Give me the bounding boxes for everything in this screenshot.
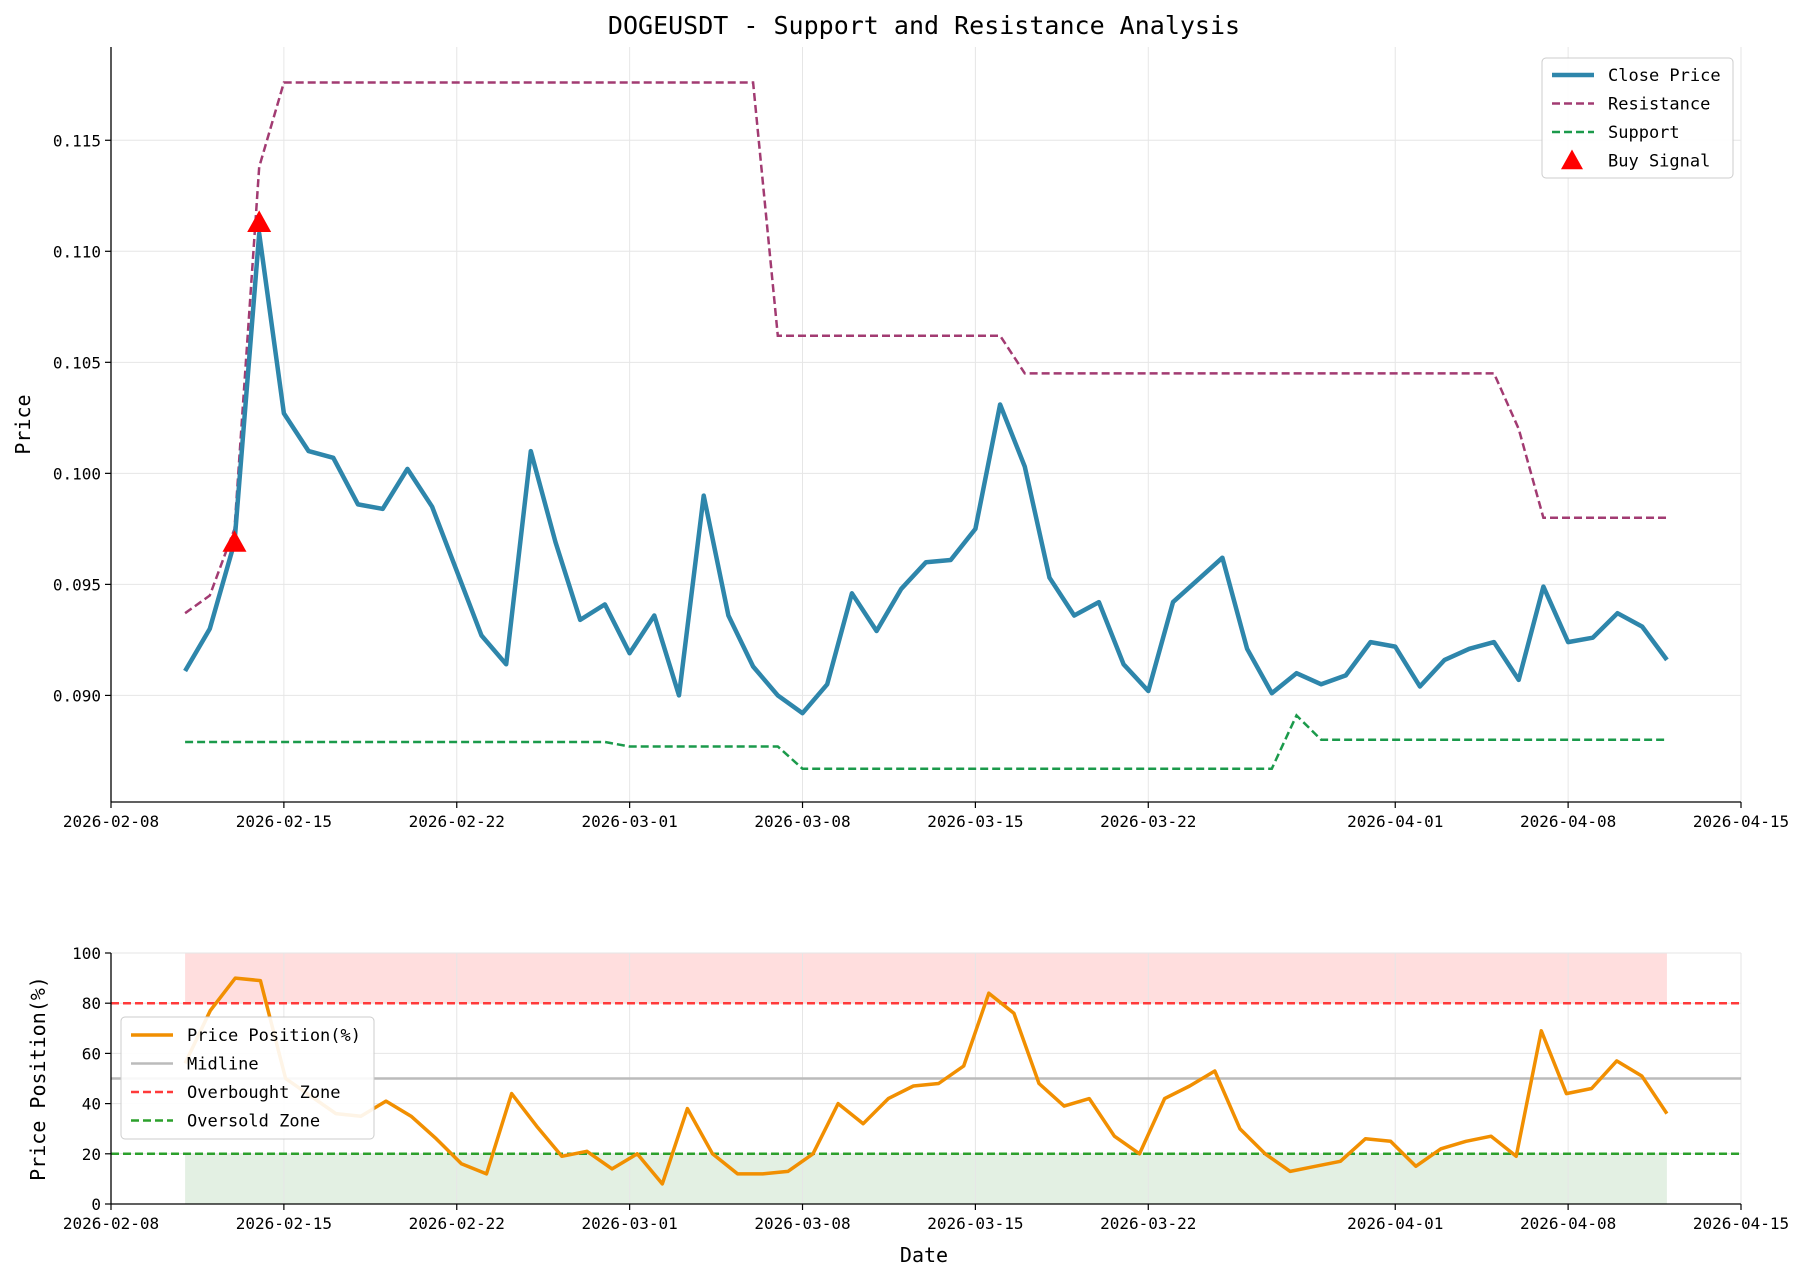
y-axis-label: Price [11, 394, 35, 454]
legend-box [1541, 57, 1734, 179]
y-tick-label: 0.110 [53, 242, 101, 261]
y-tick-label: 0.090 [53, 686, 101, 705]
x-tick-label: 2026-03-01 [581, 812, 677, 831]
y-axis-label: Price Position(%) [26, 976, 50, 1181]
x-tick-label: 2026-03-01 [581, 1214, 677, 1233]
y-tick-label: 0.115 [53, 131, 101, 150]
price-position-chart: 2026-02-08 2026-02-15 2026-02-22 2026-03-01… [26, 944, 1789, 1267]
x-tick-label: 2026-03-15 [927, 1214, 1023, 1233]
x-tick-label: 2026-04-01 [1347, 812, 1443, 831]
buy-signal-marker [222, 530, 247, 552]
x-tick-label: 2026-04-08 [1520, 812, 1616, 831]
x-tick-label: 2026-03-08 [754, 1214, 850, 1233]
oversold-zone-fill [185, 1153, 1667, 1204]
x-tick-label: 2026-03-15 [927, 812, 1023, 831]
legend-resistance-label: Resistance [1608, 95, 1710, 115]
y-tick-label: 0.100 [53, 464, 101, 483]
x-tick-label: 2026-03-22 [1100, 812, 1196, 831]
y-tick-label: 100 [72, 944, 101, 963]
x-tick-label: 2026-04-01 [1347, 1214, 1443, 1233]
overbought-zone-fill [185, 953, 1667, 1004]
y-tick-label: 0.105 [53, 353, 101, 372]
y-tick-label: 80 [82, 994, 101, 1013]
x-tick-label: 2026-03-08 [754, 812, 850, 831]
x-tick-label: 2026-02-15 [236, 1214, 332, 1233]
legend-price-position-label: Price Position(%) [187, 1026, 361, 1046]
x-tick-label: 2026-02-22 [409, 1214, 505, 1233]
y-tick-label: 40 [82, 1095, 101, 1114]
legend-close-price-label: Close Price [1608, 66, 1721, 86]
price-position-line [183, 976, 1669, 1186]
price-chart: 2026-02-08 2026-02-15 2026-02-22 2026-03-01… [11, 11, 1789, 831]
y-tick-label: 0 [91, 1195, 101, 1214]
x-axis-label: Date [900, 1243, 948, 1267]
chart-title: DOGEUSDT - Support and Resistance Analys… [608, 11, 1240, 40]
legend-support-label: Support [1608, 123, 1680, 143]
resistance-line [184, 81, 1667, 615]
close-price-line [183, 231, 1669, 716]
support-line [185, 713, 1667, 770]
x-tick-label: 2026-04-15 [1693, 1214, 1789, 1233]
y-tick-label: 60 [82, 1044, 101, 1063]
legend-box [120, 1016, 375, 1140]
buy-signal-marker [247, 210, 272, 233]
y-tick-label: 0.095 [53, 575, 101, 594]
legend-oversold-zone-label: Oversold Zone [187, 1112, 320, 1132]
x-tick-label: 2026-02-15 [236, 812, 332, 831]
legend-buy-signal-label: Buy Signal [1608, 152, 1710, 172]
x-tick-label: 2026-02-08 [63, 1214, 159, 1233]
x-tick-label: 2026-04-15 [1693, 812, 1789, 831]
x-tick-label: 2026-02-22 [409, 812, 505, 831]
legend-overbought-zone-label: Overbought Zone [187, 1083, 341, 1103]
y-tick-label: 20 [82, 1145, 101, 1164]
legend-buy-signal-swatch [1561, 149, 1583, 170]
x-tick-label: 2026-03-22 [1100, 1214, 1196, 1233]
x-tick-label: 2026-02-08 [63, 812, 159, 831]
x-tick-label: 2026-04-08 [1520, 1214, 1616, 1233]
legend-midline-label: Midline [187, 1055, 259, 1075]
